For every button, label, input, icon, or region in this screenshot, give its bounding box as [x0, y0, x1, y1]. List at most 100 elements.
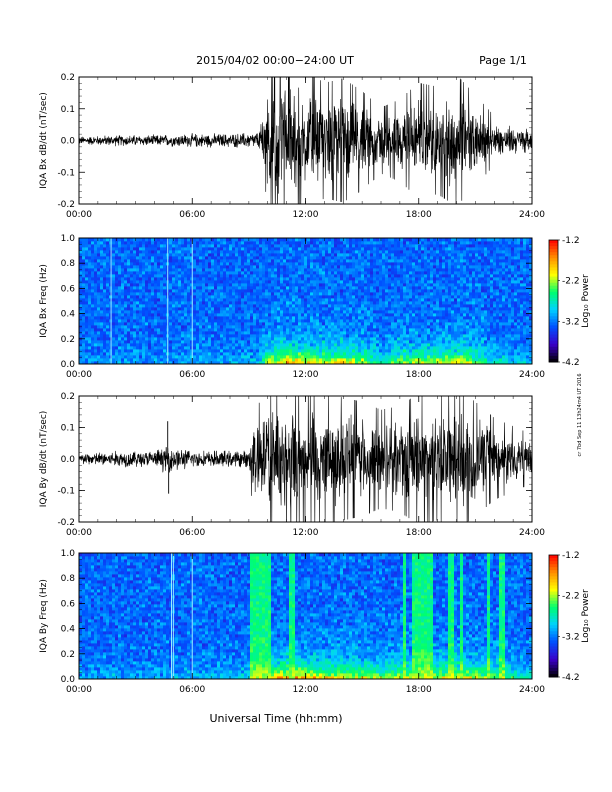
spectrogram-cell	[151, 313, 155, 317]
spectrogram-cell	[409, 301, 413, 305]
spectrogram-cell	[241, 310, 245, 314]
spectrogram-cell	[103, 361, 107, 364]
spectrogram-cell	[421, 310, 425, 314]
spectrogram-cell	[373, 352, 377, 356]
spectrogram-cell	[229, 250, 233, 254]
spectrogram-cell	[415, 256, 419, 260]
spectrogram-cell	[415, 310, 419, 314]
spectrogram-cell	[142, 277, 146, 281]
spectrogram-cell	[310, 316, 314, 320]
spectrogram-cell	[331, 355, 335, 359]
spectrogram-cell	[262, 241, 266, 245]
spectrogram-cell	[340, 292, 344, 296]
spectrogram-cell	[100, 313, 104, 317]
spectrogram-cell	[217, 307, 221, 311]
spectrogram-cell	[328, 277, 332, 281]
spectrogram-cell	[289, 298, 293, 302]
spectrogram-cell	[97, 325, 101, 329]
spectrogram-cell	[418, 340, 422, 344]
spectrogram-cell	[277, 271, 281, 275]
spectrogram-cell	[403, 310, 407, 314]
spectrogram-cell	[391, 328, 395, 332]
spectrogram-cell	[145, 268, 149, 272]
spectrogram-cell	[382, 280, 386, 284]
spectrogram-cell	[391, 331, 395, 335]
spectrogram-cell	[121, 340, 125, 344]
spectrogram-cell	[286, 298, 290, 302]
spectrogram-cell	[316, 274, 320, 278]
spectrogram-cell	[328, 334, 332, 338]
spectrogram-cell	[352, 241, 356, 245]
spectrogram-cell	[184, 313, 188, 317]
spectrogram-cell	[115, 316, 119, 320]
spectrogram-cell	[130, 310, 134, 314]
spectrogram-cell	[118, 325, 122, 329]
spectrogram-cell	[349, 328, 353, 332]
spectrogram-cell	[319, 262, 323, 266]
spectrogram-cell	[208, 316, 212, 320]
spectrogram-cell	[355, 331, 359, 335]
spectrogram-cell	[358, 298, 362, 302]
spectrogram-cell	[289, 328, 293, 332]
spectrogram-cell	[385, 310, 389, 314]
spectrogram-cell	[217, 301, 221, 305]
spectrogram-cell	[184, 292, 188, 296]
spectrogram-cell	[361, 298, 365, 302]
spectrogram-cell	[127, 340, 131, 344]
spectrogram-cell	[94, 259, 98, 263]
spectrogram-cell	[403, 274, 407, 278]
spectrogram-cell	[355, 349, 359, 353]
spectrogram-cell	[100, 253, 104, 257]
spectrogram-cell	[241, 358, 245, 362]
spectrogram-cell	[388, 241, 392, 245]
spectrogram-cell	[412, 247, 416, 251]
spectrogram-cell	[247, 265, 251, 269]
spectrogram-cell	[346, 289, 350, 293]
spectrogram-cell	[235, 313, 239, 317]
spectrogram-cell	[328, 271, 332, 275]
spectrogram-cell	[379, 298, 383, 302]
spectrogram-cell	[196, 241, 200, 245]
spectrogram-cell	[184, 340, 188, 344]
spectrogram-cell	[97, 307, 101, 311]
spectrogram-cell	[385, 292, 389, 296]
spectrogram-cell	[97, 277, 101, 281]
spectrogram-cell	[151, 238, 155, 242]
spectrogram-cell	[325, 292, 329, 296]
spectrogram-cell	[421, 289, 425, 293]
spectrogram-cell	[139, 361, 143, 364]
spectrogram-cell	[298, 361, 302, 364]
spectrogram-cell	[199, 247, 203, 251]
spectrogram-cell	[145, 325, 149, 329]
spectrogram-cell	[403, 307, 407, 311]
spectrogram-cell	[97, 244, 101, 248]
spectrogram-cell	[235, 355, 239, 359]
spectrogram-cell	[169, 361, 173, 364]
spectrogram-cell	[148, 262, 152, 266]
spectrogram-cell	[340, 316, 344, 320]
spectrogram-cell	[382, 241, 386, 245]
spectrogram-cell	[220, 355, 224, 359]
spectrogram-cell	[235, 271, 239, 275]
spectrogram-cell	[232, 334, 236, 338]
spectrogram-cell	[331, 295, 335, 299]
spectrogram-cell	[142, 253, 146, 257]
spectrogram-cell	[433, 343, 437, 347]
spectrogram-cell	[79, 358, 83, 362]
spectrogram-cell	[190, 295, 194, 299]
spectrogram-cell	[220, 343, 224, 347]
spectrogram-cell	[163, 259, 167, 263]
spectrogram-cell	[202, 355, 206, 359]
spectrogram-cell	[355, 295, 359, 299]
spectrogram-cell	[244, 361, 248, 364]
spectrogram-cell	[376, 244, 380, 248]
spectrogram-cell	[391, 286, 395, 290]
spectrogram-cell	[154, 322, 158, 326]
spectrogram-cell	[97, 259, 101, 263]
spectrogram-cell	[316, 256, 320, 260]
spectrogram-cell	[328, 244, 332, 248]
spectrogram-cell	[427, 346, 431, 350]
spectrogram-cell	[397, 283, 401, 287]
spectrogram-cell	[181, 346, 185, 350]
spectrogram-cell	[316, 253, 320, 257]
